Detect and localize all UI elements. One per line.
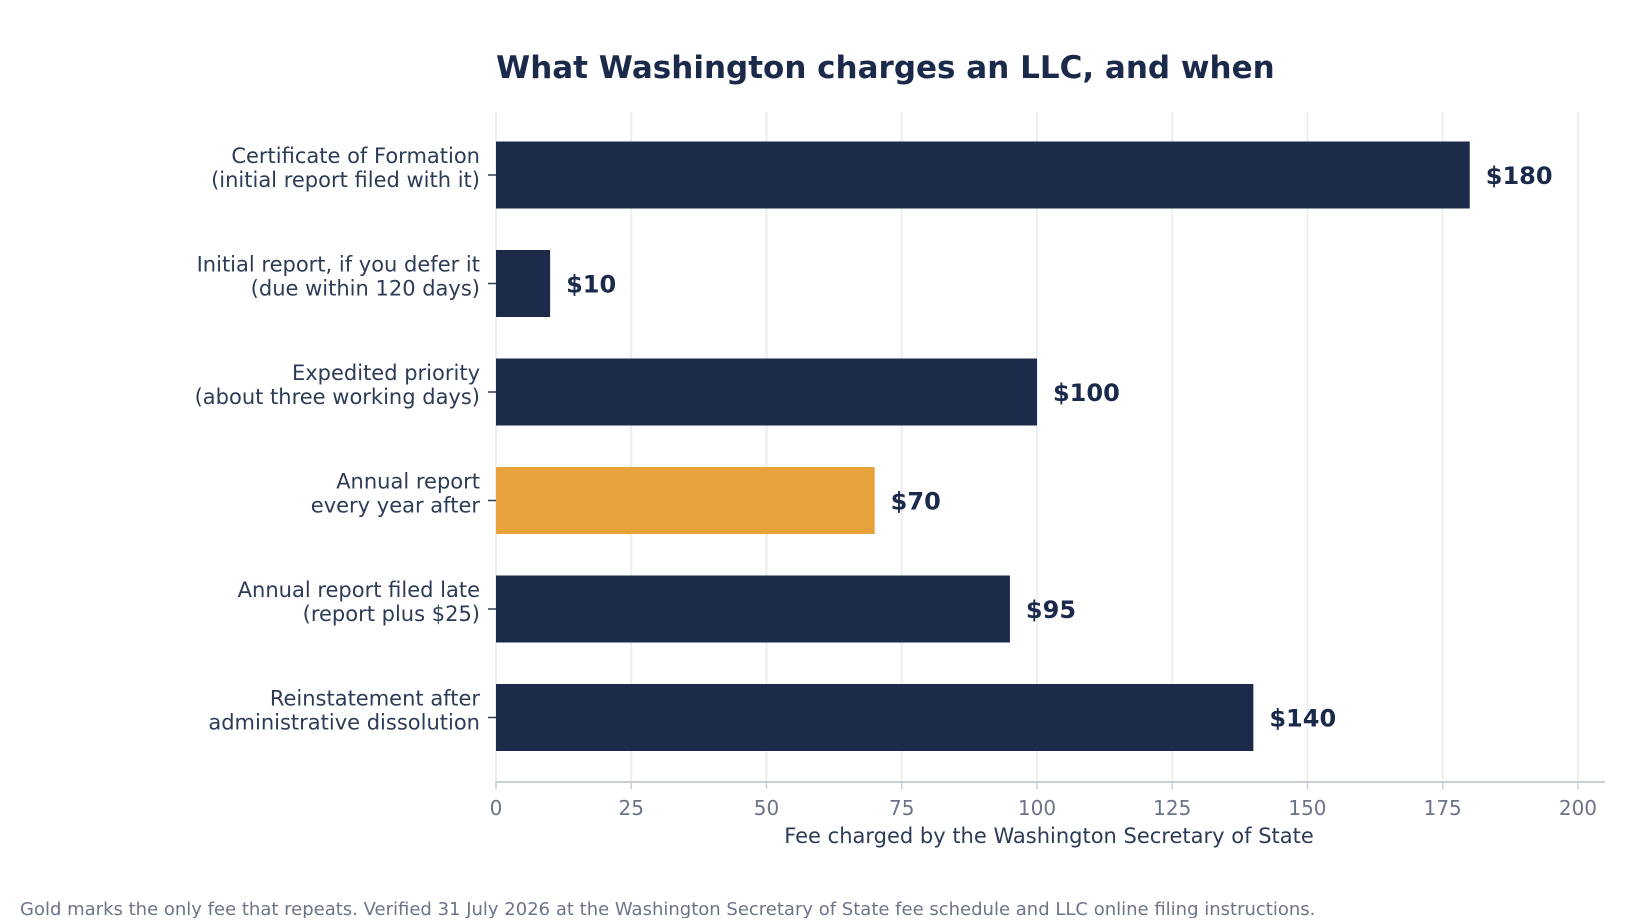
category-label-line: (initial report filed with it) — [211, 168, 480, 192]
category-label-line: Expedited priority — [292, 361, 480, 385]
x-axis-label: Fee charged by the Washington Secretary … — [784, 824, 1314, 848]
category-label: Initial report, if you defer it (due with… — [197, 253, 480, 301]
category-label-line: (due within 120 days) — [251, 277, 480, 301]
bar — [496, 358, 1037, 426]
category-label: Annual report filed late (report plus $25… — [238, 578, 480, 626]
category-label-line: every year after — [311, 494, 481, 518]
bar — [496, 684, 1254, 751]
data-label: $95 — [1026, 596, 1076, 624]
x-tick-label: 75 — [889, 796, 914, 820]
value-labels: $180 $10 $100 $70 $95 $140 — [566, 162, 1552, 733]
category-label-line: (about three working days) — [195, 385, 480, 409]
category-label-line: administrative dissolution — [208, 711, 480, 735]
x-tick-label: 50 — [754, 796, 779, 820]
x-tick-label: 200 — [1559, 796, 1597, 820]
category-label-line: Certificate of Formation — [231, 144, 480, 168]
category-labels: Certificate of Formation (initial report … — [195, 144, 496, 735]
x-tick-label: 150 — [1288, 796, 1326, 820]
category-label-line: Reinstatement after — [270, 687, 481, 711]
x-tick-label: 100 — [1018, 796, 1056, 820]
data-label: $70 — [891, 488, 941, 516]
x-tick-label: 175 — [1424, 796, 1462, 820]
x-tick-label: 125 — [1153, 796, 1191, 820]
footnote: Gold marks the only fee that repeats. Ve… — [20, 899, 1315, 918]
data-label: $100 — [1053, 379, 1120, 407]
bar — [496, 467, 875, 534]
category-label: Annual report every year after — [311, 470, 481, 518]
bar — [496, 141, 1470, 209]
category-label: Reinstatement after administrative dissol… — [208, 687, 480, 735]
grid-lines — [495, 112, 1579, 782]
category-label-line: Initial report, if you defer it — [197, 253, 480, 277]
category-label-line: Annual report filed late — [238, 578, 480, 602]
category-label: Certificate of Formation (initial report … — [211, 144, 480, 192]
chart-title: What Washington charges an LLC, and when — [496, 50, 1275, 86]
bar — [496, 250, 551, 317]
category-label-line: (report plus $25) — [303, 602, 480, 626]
x-axis: 0 25 50 75 100 125 150 175 200 — [490, 781, 1605, 820]
data-label: $180 — [1486, 162, 1553, 190]
bar — [496, 575, 1010, 643]
category-label: Expedited priority (about three working d… — [195, 361, 480, 409]
x-tick-label: 25 — [619, 796, 644, 820]
category-label-line: Annual report — [336, 470, 480, 494]
data-label: $10 — [566, 271, 616, 299]
x-tick-label: 0 — [490, 796, 503, 820]
bars — [496, 141, 1470, 751]
data-label: $140 — [1269, 705, 1336, 733]
